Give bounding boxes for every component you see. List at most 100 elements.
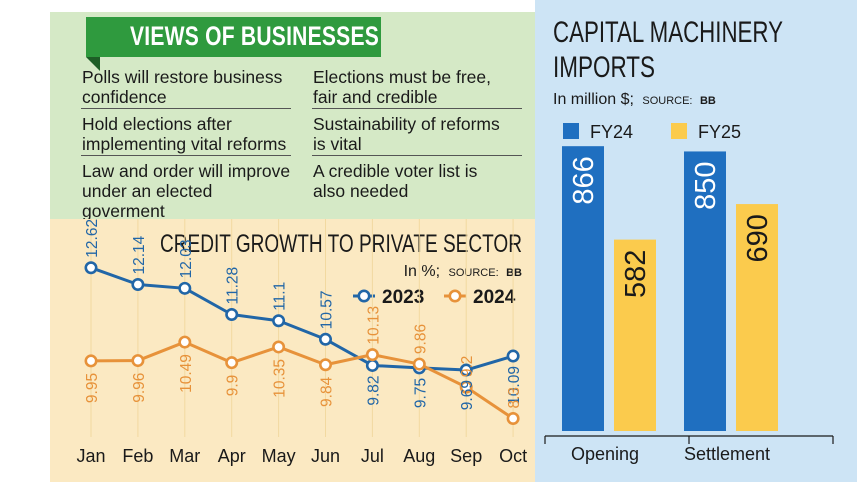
data-point-2023 [178, 281, 192, 295]
x-tick-label: Mar [169, 446, 200, 466]
x-category-label: Opening [571, 444, 639, 464]
view-item: Law and order will improve under an elec… [82, 161, 291, 221]
capital-title-line-2: IMPORTS [553, 51, 655, 84]
data-label-2024: 9.96 [131, 373, 148, 403]
credit-chart-title: CREDIT GROWTH TO PRIVATE SECTOR [160, 230, 522, 258]
credit-source-value: BB [506, 267, 522, 279]
bar-value-label: 582 [620, 250, 652, 298]
divider [312, 108, 522, 109]
data-point-2024 [506, 412, 520, 426]
data-point-2023 [131, 277, 145, 291]
x-tick-label: Aug [403, 446, 435, 466]
data-point-2024 [412, 357, 426, 371]
bar-FY25-opening [614, 239, 656, 431]
x-tick-label: Oct [499, 446, 527, 466]
data-point-2023 [506, 349, 520, 363]
data-label-2024: 10.35 [272, 359, 289, 398]
data-label-2024: 8.3 [506, 387, 523, 409]
capital-source-value: BB [700, 95, 716, 107]
data-point-2023 [272, 314, 286, 328]
data-point-2023 [365, 358, 379, 372]
credit-growth-chart: CREDIT GROWTH TO PRIVATE SECTOR In %; SO… [76, 219, 527, 466]
data-point-2024 [84, 354, 98, 368]
legend-swatch-FY25 [671, 123, 687, 139]
data-label-2023: 12.62 [84, 219, 101, 258]
series-line-2024 [90, 340, 514, 420]
capital-machinery-chart: CAPITAL MACHINERY IMPORTS In million $; … [544, 16, 834, 464]
data-label-2024: 9.95 [84, 373, 101, 403]
view-item: Elections must be free, fair and credibl… [313, 67, 491, 107]
capital-source-label: SOURCE: [642, 95, 692, 107]
capital-bars: 866 582 850 690 [562, 146, 778, 431]
bar-FY24-opening [562, 146, 604, 431]
data-point-2024 [272, 340, 286, 354]
credit-labels: 12.62 12.14 12.03 11.28 11.1 10.57 9.82 9.75 9.6… [84, 219, 523, 410]
x-tick-label: Jul [361, 446, 384, 466]
x-tick-label: Sep [450, 446, 482, 466]
views-banner [86, 17, 381, 57]
view-item: A credible voter list is also needed [313, 161, 478, 201]
credit-legend: 2023 2024 [353, 287, 516, 308]
x-tick-label: Jan [76, 446, 105, 466]
bar-value-label: 690 [742, 214, 774, 262]
capital-legend: FY24 FY25 [563, 122, 741, 142]
data-label-2023: 10.09 [506, 366, 523, 405]
credit-unit-label: In %; [404, 263, 440, 280]
x-tick-label: May [262, 446, 296, 466]
legend-label-2024: 2024 [473, 287, 516, 308]
data-point-2024 [365, 348, 379, 362]
credit-source-label: SOURCE: [449, 267, 499, 279]
data-point-2024 [459, 380, 473, 394]
credit-lines [84, 261, 520, 426]
divider [312, 155, 522, 156]
data-label-2024: 9.86 [412, 324, 429, 354]
divider [81, 155, 291, 156]
data-point-2024 [318, 358, 332, 372]
bar-value-label: 866 [568, 156, 600, 204]
data-point-2024 [225, 356, 239, 370]
legend-swatch-FY24 [563, 123, 579, 139]
data-label-2023: 9.75 [412, 378, 429, 408]
view-item: Polls will restore business confidence [82, 67, 283, 107]
data-label-2024: 9.9 [225, 375, 242, 397]
bar-value-label: 850 [690, 161, 722, 209]
legend-label-FY24: FY24 [590, 122, 633, 142]
data-point-2023 [84, 261, 98, 275]
data-point-2024 [178, 335, 192, 349]
bar-FY25-settlement [736, 204, 778, 431]
legend-marker-2024 [448, 289, 462, 303]
credit-x-axis: Jan Feb Mar Apr May Jun Jul Aug Sep Oct [76, 446, 527, 466]
x-tick-label: Apr [218, 446, 246, 466]
views-banner-fold [86, 57, 100, 71]
data-label-2023: 10.57 [319, 290, 336, 329]
view-item: Hold elections after implementing vital … [82, 114, 287, 154]
data-label-2023: 9.69 [459, 380, 476, 410]
capital-unit-label: In million $; [553, 91, 634, 108]
capital-x-axis: Opening Settlement [544, 435, 834, 464]
capital-machinery-panel: CAPITAL MACHINERY IMPORTS In million $; … [535, 0, 857, 482]
data-label-2023: 11.28 [225, 267, 242, 305]
legend-marker-2023 [357, 289, 371, 303]
data-label-2024: 9.2 [459, 356, 476, 378]
x-category-label: Settlement [684, 444, 770, 464]
data-label-2023: 12.14 [131, 235, 148, 274]
capital-unit-source: In million $; SOURCE: BB [553, 91, 716, 108]
data-point-2024 [131, 354, 145, 368]
credit-gridlines [90, 219, 514, 437]
credit-growth-panel: CREDIT GROWTH TO PRIVATE SECTOR In %; SO… [50, 219, 535, 482]
divider [81, 108, 291, 109]
bar-FY24-settlement [684, 151, 726, 431]
x-tick-label: Feb [122, 446, 153, 466]
legend-label-FY25: FY25 [698, 122, 741, 142]
data-label-2023: 12.03 [178, 240, 195, 279]
data-point-2023 [225, 307, 239, 321]
views-panel: VIEWS OF BUSINESSES Polls will restore b… [50, 12, 535, 221]
views-title: VIEWS OF BUSINESSES [130, 21, 380, 51]
legend-label-2023: 2023 [382, 287, 424, 308]
view-item: Sustainability of reforms is vital [313, 114, 500, 154]
series-line-2023 [90, 266, 514, 372]
data-point-2023 [459, 363, 473, 377]
data-label-2023: 11.1 [272, 282, 289, 311]
data-label-2024: 10.49 [178, 354, 195, 393]
data-label-2023: 9.82 [365, 375, 382, 405]
